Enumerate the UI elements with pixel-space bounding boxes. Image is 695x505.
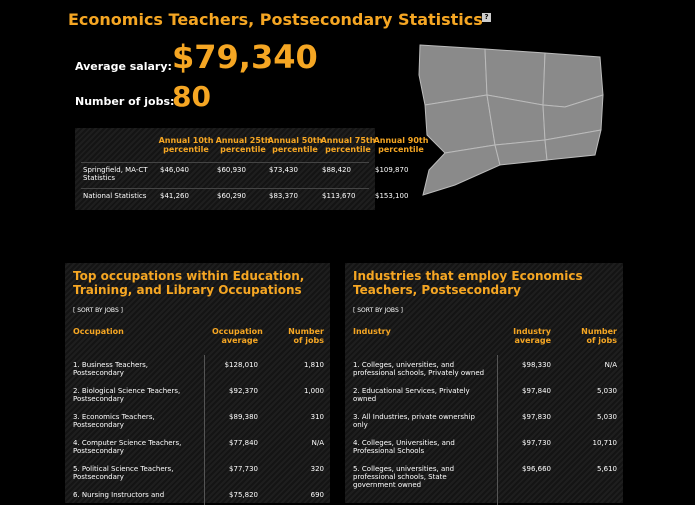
row-name: 3. Economics Teachers, Postsecondary bbox=[73, 413, 155, 429]
row-jobs: 5,030 bbox=[596, 387, 617, 395]
row-jobs: 10,710 bbox=[592, 439, 618, 447]
cell-value: $73,430 bbox=[269, 166, 298, 174]
row-label: National Statistics bbox=[83, 192, 147, 200]
sort-button[interactable]: [ SORT BY JOBS ] bbox=[353, 307, 404, 314]
row-name: 5. Colleges, universities, and professio… bbox=[353, 465, 455, 489]
row-average: $92,370 bbox=[229, 387, 258, 395]
cell-value: $46,040 bbox=[160, 166, 189, 174]
column-header: Industry average bbox=[513, 327, 551, 345]
column-header: Annual 50th percentile bbox=[267, 136, 323, 154]
help-icon[interactable]: ? bbox=[482, 13, 491, 22]
row-divider bbox=[81, 188, 369, 189]
salary-value: $79,340 bbox=[172, 38, 318, 76]
row-average: $75,820 bbox=[229, 491, 258, 499]
row-label: Springfield, MA-CT Statistics bbox=[83, 166, 148, 182]
row-average: $96,660 bbox=[522, 465, 551, 473]
page-title: Economics Teachers, Postsecondary Statis… bbox=[68, 10, 483, 29]
column-header: Annual 90th percentile bbox=[373, 136, 429, 154]
salary-label: Average salary: bbox=[75, 60, 172, 73]
row-average: $77,730 bbox=[229, 465, 258, 473]
column-header: Occupation average bbox=[212, 327, 263, 345]
occupations-panel: Top occupations within Education, Traini… bbox=[65, 263, 330, 505]
industries-panel: Industries that employ Economics Teacher… bbox=[345, 263, 623, 505]
row-name: 2. Educational Services, Privately owned bbox=[353, 387, 470, 403]
jobs-label: Number of jobs: bbox=[75, 95, 175, 108]
row-average: $128,010 bbox=[224, 361, 258, 369]
page: Economics Teachers, Postsecondary Statis… bbox=[65, 10, 623, 505]
cell-value: $113,670 bbox=[322, 192, 356, 200]
row-average: $97,830 bbox=[522, 413, 551, 421]
row-jobs: 690 bbox=[310, 491, 324, 499]
column-header: Number of jobs bbox=[581, 327, 617, 345]
panel-title: Industries that employ Economics Teacher… bbox=[353, 269, 583, 297]
row-jobs: 320 bbox=[310, 465, 324, 473]
cell-value: $109,870 bbox=[375, 166, 409, 174]
row-jobs: 5,030 bbox=[596, 413, 617, 421]
column-header: Annual 25th percentile bbox=[215, 136, 271, 154]
row-average: $89,380 bbox=[229, 413, 258, 421]
panel-title: Top occupations within Education, Traini… bbox=[73, 269, 305, 297]
row-name: 6. Nursing Instructors and bbox=[73, 491, 165, 499]
column-header: Industry bbox=[353, 327, 391, 336]
map bbox=[418, 44, 604, 196]
row-name: 5. Political Science Teachers, Postsecon… bbox=[73, 465, 174, 481]
row-jobs: N/A bbox=[604, 361, 617, 369]
column-header: Annual 10th percentile bbox=[158, 136, 214, 154]
row-average: $97,730 bbox=[522, 439, 551, 447]
row-average: $98,330 bbox=[522, 361, 551, 369]
row-name: 2. Biological Science Teachers, Postseco… bbox=[73, 387, 181, 403]
column-header: Annual 75th percentile bbox=[320, 136, 376, 154]
row-name: 3. All Industries, private ownership onl… bbox=[353, 413, 475, 429]
stats-table: Annual 10th percentile Annual 25th percen… bbox=[75, 128, 428, 210]
jobs-value: 80 bbox=[172, 80, 211, 113]
cell-value: $60,930 bbox=[217, 166, 246, 174]
row-average: $97,840 bbox=[522, 387, 551, 395]
row-jobs: 5,610 bbox=[596, 465, 617, 473]
row-jobs: 1,000 bbox=[303, 387, 324, 395]
cell-value: $60,290 bbox=[217, 192, 246, 200]
row-name: 1. Colleges, universities, and professio… bbox=[353, 361, 485, 377]
cell-value: $88,420 bbox=[322, 166, 351, 174]
sort-button[interactable]: [ SORT BY JOBS ] bbox=[73, 307, 124, 314]
cell-value: $153,100 bbox=[375, 192, 409, 200]
row-name: 1. Business Teachers, Postsecondary bbox=[73, 361, 149, 377]
cell-value: $41,260 bbox=[160, 192, 189, 200]
row-jobs: 1,810 bbox=[303, 361, 324, 369]
row-jobs: 310 bbox=[310, 413, 324, 421]
column-header: Number of jobs bbox=[288, 327, 324, 345]
column-header: Occupation bbox=[73, 327, 124, 336]
row-divider bbox=[81, 162, 369, 163]
row-jobs: N/A bbox=[311, 439, 324, 447]
row-average: $77,840 bbox=[229, 439, 258, 447]
row-name: 4. Computer Science Teachers, Postsecond… bbox=[73, 439, 182, 455]
column-divider bbox=[204, 355, 205, 505]
row-name: 4. Colleges, Universities, and Professio… bbox=[353, 439, 455, 455]
cell-value: $83,370 bbox=[269, 192, 298, 200]
column-divider bbox=[497, 355, 498, 505]
